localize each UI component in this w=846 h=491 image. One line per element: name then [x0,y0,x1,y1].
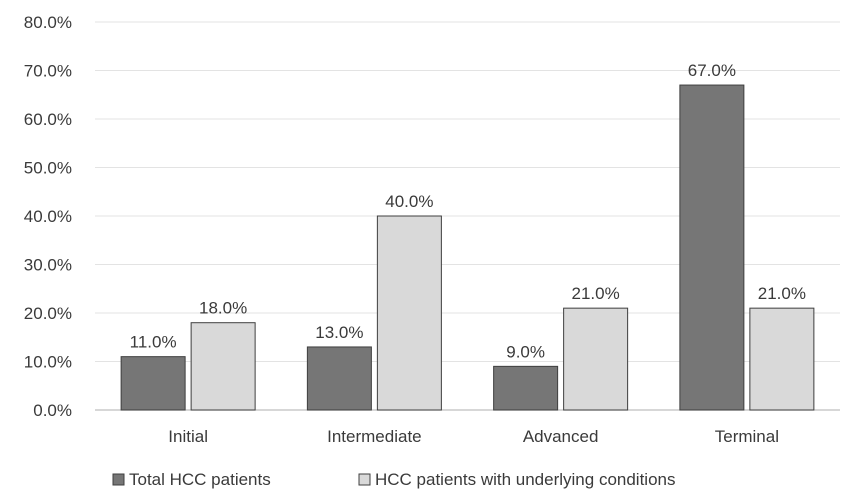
data-label: 67.0% [688,61,736,80]
data-label: 21.0% [572,284,620,303]
y-tick-label: 10.0% [24,353,72,372]
x-axis-category-labels: Initial Intermediate Advanced Terminal [168,427,779,446]
y-tick-label: 70.0% [24,62,72,81]
y-tick-label: 40.0% [24,207,72,226]
y-axis-tick-labels: 0.0% 10.0% 20.0% 30.0% 40.0% 50.0% 60.0% 70.0% 8… [24,13,72,420]
data-label: 40.0% [385,192,433,211]
legend-label: HCC patients with underlying conditions [375,470,676,489]
bar-underlying-terminal [749,307,815,411]
x-category-label: Advanced [523,427,599,446]
x-category-label: Intermediate [327,427,422,446]
y-tick-label: 30.0% [24,256,72,275]
y-tick-label: 80.0% [24,13,72,32]
data-label: 9.0% [506,342,545,361]
y-tick-label: 0.0% [33,401,72,420]
y-tick-label: 60.0% [24,110,72,129]
bar-underlying-intermediate [376,215,442,411]
legend-swatch [112,473,125,486]
data-label: 11.0% [130,333,177,352]
data-label: 18.0% [199,299,247,318]
data-label: 21.0% [758,284,806,303]
bars [120,84,815,411]
bar-total-intermediate [306,346,372,411]
y-tick-label: 20.0% [24,304,72,323]
bar-underlying-advanced [563,307,629,411]
legend-swatch [358,473,371,486]
x-category-label: Terminal [715,427,779,446]
legend-label: Total HCC patients [129,470,271,489]
bar-total-initial [120,356,186,411]
bar-total-advanced [493,365,559,411]
data-labels: 11.0% 18.0% 13.0% 40.0% 9.0% 21.0% 67.0% 21.0% [130,61,806,361]
legend: Total HCC patients HCC patients with unde… [112,470,676,489]
y-tick-label: 50.0% [24,159,72,178]
x-category-label: Initial [168,427,208,446]
bar-underlying-initial [190,322,256,411]
data-label: 13.0% [315,323,363,342]
bar-total-terminal [679,84,745,411]
